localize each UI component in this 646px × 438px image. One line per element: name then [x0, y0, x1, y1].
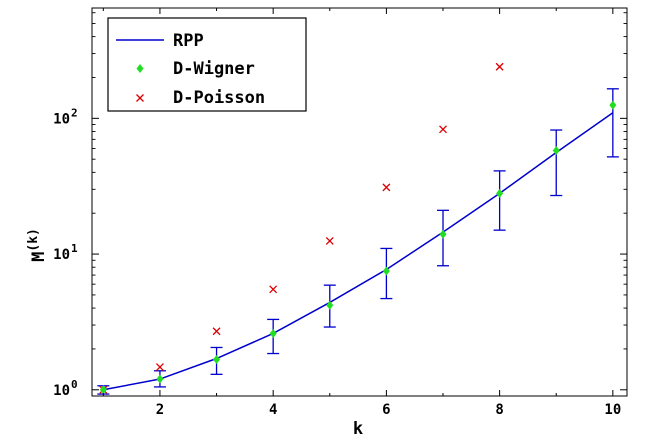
legend-label-rpp: RPP — [173, 31, 204, 51]
poisson-x-stroke — [495, 62, 504, 71]
wigner-point — [552, 145, 560, 155]
x-axis-label: k — [353, 419, 363, 438]
poisson-point — [155, 363, 164, 372]
y-tick-label-base: 10 — [53, 247, 70, 263]
wigner-point — [439, 229, 447, 239]
x-tick-label: 8 — [495, 402, 503, 418]
errorbar — [550, 129, 563, 197]
wigner-point — [99, 385, 107, 395]
legend: RPP D-Wigner D-Poisson — [107, 17, 307, 112]
wigner-point — [326, 300, 334, 310]
poisson-point — [439, 125, 447, 134]
y-tick-label: 10 — [53, 247, 70, 263]
y-tick-label-base: 10 — [53, 111, 70, 127]
wigner-point — [269, 328, 277, 338]
x-tick-label: 10 — [604, 402, 621, 418]
series-line-rpp — [103, 112, 614, 391]
wigner-point — [382, 266, 390, 276]
poisson-x-stroke — [325, 236, 334, 245]
y-tick-label-exponent: 2 — [71, 106, 78, 119]
y-tick-label: 10 — [53, 111, 70, 127]
x-axis: 2 4 6 8 10 — [102, 8, 621, 418]
legend-x-marker-icon — [136, 94, 144, 102]
y-tick-label-exponent: 0 — [71, 378, 78, 391]
poisson-x-stroke — [382, 183, 391, 192]
errorbar — [606, 88, 619, 158]
poisson-x-stroke — [269, 285, 278, 294]
wigner-point — [213, 355, 221, 365]
poisson-x-stroke — [155, 363, 164, 372]
plot-frame — [91, 7, 628, 397]
wigner-point — [609, 100, 617, 110]
poisson-point — [495, 62, 504, 71]
errorbar — [493, 170, 506, 231]
y-tick-label-base: 10 — [53, 383, 70, 399]
poisson-x-stroke — [212, 327, 221, 336]
x-tick-label: 4 — [269, 402, 277, 418]
x-tick-label: 6 — [382, 402, 390, 418]
poisson-point — [382, 183, 391, 192]
y-axis-label: M(k) — [26, 228, 49, 262]
y-tick-label-exponent: 1 — [71, 242, 78, 255]
plot-area — [97, 62, 619, 395]
legend-diamond-icon — [136, 64, 144, 73]
wigner-point — [156, 374, 164, 384]
legend-label-d-wigner: D-Wigner — [173, 59, 255, 79]
poisson-point — [212, 327, 221, 336]
y-axis-label-main: M — [29, 252, 49, 262]
poisson-point — [325, 236, 334, 245]
legend-box — [107, 17, 307, 112]
wigner-point — [496, 188, 504, 198]
y-tick-label: 10 — [53, 383, 70, 399]
x-tick-label: 2 — [156, 402, 164, 418]
y-axis-label-superscript: (k) — [26, 228, 41, 251]
poisson-point — [269, 285, 278, 294]
poisson-x-stroke — [439, 125, 447, 134]
legend-label-d-poisson: D-Poisson — [173, 88, 265, 108]
